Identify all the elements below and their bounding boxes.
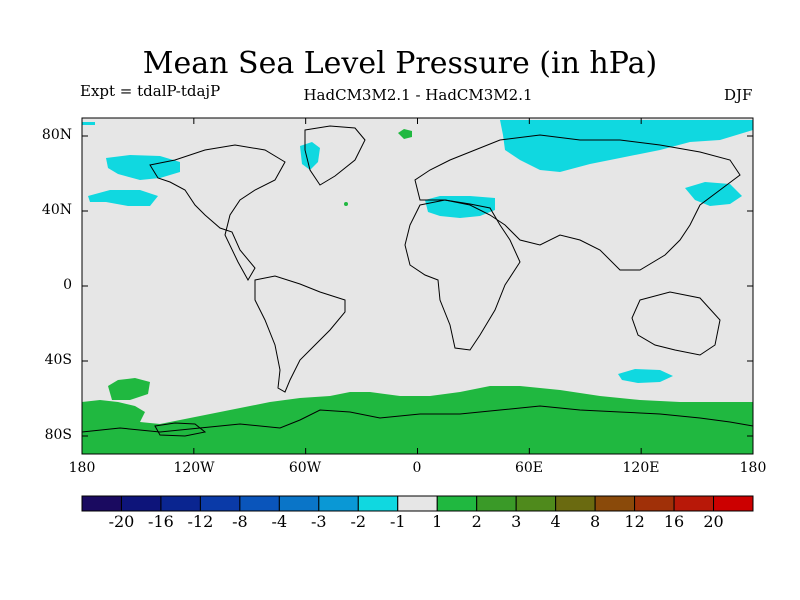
plot-title: Mean Sea Level Pressure (in hPa) [142, 46, 658, 81]
arctic-positive-region [398, 129, 412, 139]
antarctic-positive-region [82, 386, 753, 454]
lon-tick-label: 120W [173, 460, 215, 476]
colorbar-label: -8 [232, 512, 248, 531]
colorbar-label: -12 [187, 512, 214, 531]
colorbar-label: 16 [663, 512, 685, 531]
colorbar-swatch [278, 495, 320, 512]
colorbar-label: 2 [471, 512, 482, 531]
south-america-outline [254, 275, 346, 393]
colorbar-label: 8 [590, 512, 601, 531]
season-label: DJF [724, 86, 753, 104]
north-america-outline [149, 144, 286, 282]
eurasia-outline [414, 134, 741, 271]
colorbar-swatch [634, 495, 675, 512]
lon-tick-label: 180 [68, 460, 96, 476]
australia-outline [631, 291, 721, 356]
colorbar-label: -2 [350, 512, 367, 531]
greenland-outline [304, 125, 366, 186]
colorbar-label: -1 [389, 512, 406, 531]
colorbar-swatch [199, 495, 241, 512]
colorbar-label: -20 [108, 512, 135, 531]
japan-negative-region [685, 182, 742, 206]
colorbar-swatch [239, 495, 280, 512]
colorbar-swatch [160, 495, 201, 512]
south-pacific-positive-region [108, 378, 150, 400]
colorbar-label: 12 [624, 512, 645, 531]
lon-tick-label: 120E [622, 460, 660, 476]
lon-tick-label: 60E [514, 460, 544, 476]
ross-ice-shelf-outline [154, 422, 207, 437]
colorbar-label: 20 [703, 512, 724, 531]
colorbar-swatch [81, 495, 122, 512]
negative-arctic-strip [82, 122, 95, 125]
colorbar-swatch [318, 495, 359, 512]
antarctica-outline [82, 405, 753, 433]
coastlines [82, 125, 753, 437]
north-pacific-negative-region [88, 190, 158, 206]
lon-tick-label: 0 [412, 460, 422, 476]
colorbar-label: -3 [311, 512, 327, 531]
colorbar [81, 495, 754, 512]
colorbar-swatch [397, 495, 438, 512]
colorbar-swatch [120, 495, 162, 512]
axis-ticks [81, 118, 754, 454]
lon-tick-label: 180 [739, 460, 767, 476]
experiment-label: Expt = tdalP-tdajP [80, 82, 221, 100]
colorbar-swatch [673, 495, 715, 512]
colorbar-swatch [515, 495, 557, 512]
colorbar-swatch [436, 495, 478, 512]
colorbar-label: -4 [271, 512, 288, 531]
colorbar-label: 3 [511, 512, 522, 531]
siberia-negative-region [500, 120, 753, 172]
lat-tick-label: 40N [41, 202, 72, 218]
colorbar-swatch [594, 495, 636, 512]
map-field [82, 118, 753, 454]
colorbar-swatch [357, 495, 399, 512]
colorbar-label: 4 [550, 512, 561, 531]
lon-tick-label: 60W [288, 460, 322, 476]
lat-tick-label: 80S [44, 427, 72, 443]
model-label: HadCM3M2.1 - HadCM3M2.1 [303, 86, 533, 104]
lat-tick-label: 40S [44, 352, 72, 368]
lat-tick-label: 80N [41, 127, 72, 143]
atlantic-positive-dot [344, 202, 348, 206]
africa-outline [404, 199, 521, 351]
mediterranean-negative-region [425, 196, 495, 218]
colorbar-label: 1 [432, 512, 443, 531]
colorbar-swatch [713, 495, 754, 512]
alaska-negative-region [106, 155, 180, 180]
colorbar-swatch [476, 495, 517, 512]
southern-ocean-negative-region [618, 369, 673, 383]
colorbar-swatch [555, 495, 596, 512]
colorbar-label: -16 [148, 512, 174, 531]
lat-tick-label: 0 [63, 277, 72, 293]
